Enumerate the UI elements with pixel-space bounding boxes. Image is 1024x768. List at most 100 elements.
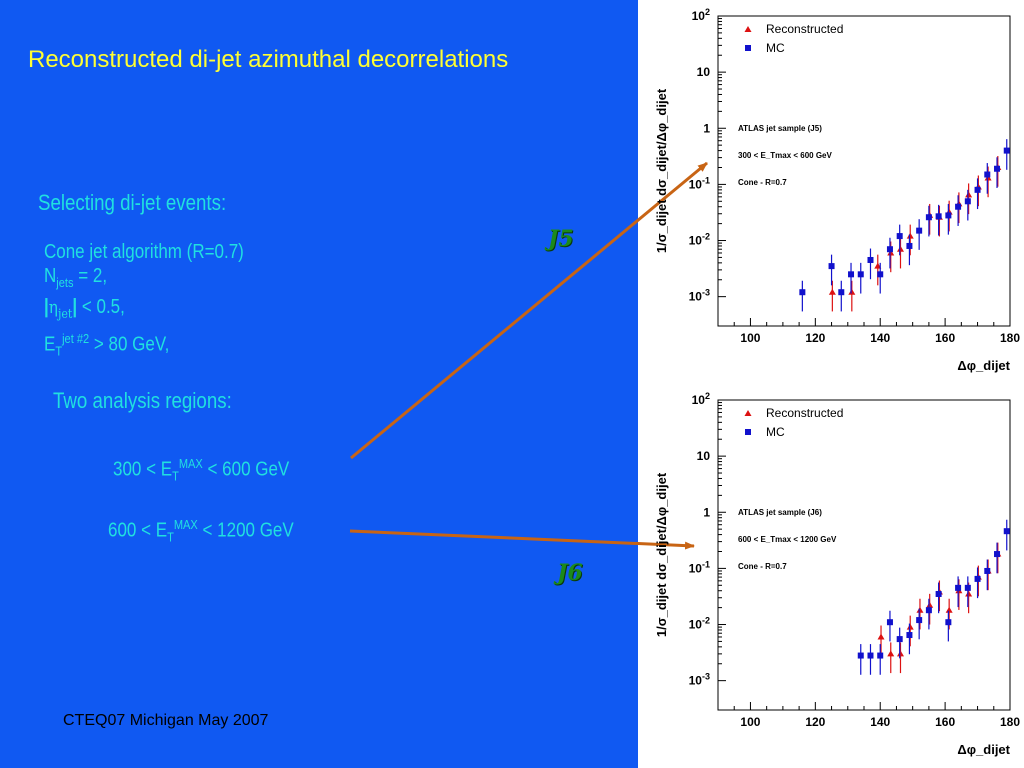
point-mc (1003, 528, 1010, 535)
y-tick-label: 1 (703, 121, 710, 135)
j5-label: J5 (548, 226, 574, 252)
eta-abs-close: | (72, 296, 78, 318)
point-reconstructed (848, 288, 856, 295)
point-mc (857, 271, 864, 278)
selection-criteria: Cone jet algorithm (R=0.7) Njets = 2, |η… (44, 240, 244, 364)
x-tick-label: 160 (935, 331, 955, 345)
point-mc (867, 652, 874, 659)
point-mc (935, 590, 942, 597)
point-mc (964, 584, 971, 591)
point-mc (925, 607, 932, 614)
point-mc (984, 567, 991, 574)
point-mc (1003, 147, 1010, 154)
point-mc (906, 632, 913, 639)
legend-marker-reconstructed (744, 26, 752, 32)
point-mc (896, 233, 903, 240)
legend-label-mc: MC (766, 425, 785, 439)
y-tick-label: 10-3 (689, 288, 710, 304)
point-mc (886, 619, 893, 626)
plot-frame (717, 15, 1011, 327)
x-tick-label: 180 (1000, 715, 1020, 729)
point-mc (964, 198, 971, 205)
point-mc (877, 652, 884, 659)
point-mc (838, 289, 845, 296)
y-tick-label: 1 (703, 505, 710, 519)
x-tick-label: 140 (870, 331, 890, 345)
et-sub: T (55, 343, 63, 359)
annotation-0: ATLAS jet sample (J5) (738, 124, 822, 133)
point-reconstructed (906, 232, 914, 239)
j6-label: J6 (557, 560, 583, 586)
algo-line: Cone jet algorithm (R=0.7) (44, 241, 244, 263)
point-mc (974, 186, 981, 193)
point-reconstructed (916, 606, 924, 613)
legend-label-mc: MC (766, 41, 785, 55)
x-tick-label: 120 (805, 331, 825, 345)
x-tick-label: 180 (1000, 331, 1020, 345)
x-axis-title: Δφ_dijet (957, 358, 1010, 373)
point-mc (848, 271, 855, 278)
point-reconstructed (874, 262, 882, 269)
point-reconstructed (887, 249, 895, 256)
y-tick-label: 10-1 (689, 175, 710, 191)
point-mc (955, 584, 962, 591)
x-tick-label: 100 (740, 331, 760, 345)
njets-n: N (44, 265, 57, 287)
eta-abs-open: | (44, 296, 49, 318)
point-mc (867, 256, 874, 263)
point-mc (857, 652, 864, 659)
point-mc (955, 203, 962, 210)
point-reconstructed (896, 245, 904, 252)
legend-marker-mc (745, 429, 751, 435)
point-mc (906, 242, 913, 249)
x-tick-label: 100 (740, 715, 760, 729)
x-axis-title: Δφ_dijet (957, 742, 1010, 757)
region-j6-pre: 600 < E (108, 519, 168, 542)
et-value: > 80 GeV, (89, 333, 170, 356)
y-tick-label: 10-1 (689, 559, 710, 575)
region-j6-sup: MAX (173, 517, 198, 532)
y-tick-label: 10-2 (689, 616, 710, 632)
point-reconstructed (965, 191, 973, 198)
x-tick-label: 120 (805, 715, 825, 729)
point-mc (916, 617, 923, 624)
annotation-0: ATLAS jet sample (J6) (738, 508, 822, 517)
legend-marker-mc (745, 45, 751, 51)
slide-panel (0, 0, 638, 768)
point-reconstructed (896, 650, 904, 657)
annotation-1: 600 < E_Tmax < 1200 GeV (738, 535, 837, 544)
selecting-heading: Selecting di-jet events: (38, 190, 227, 215)
et-e: E (44, 333, 56, 356)
legend-label-reconstructed: Reconstructed (766, 406, 843, 420)
point-mc (877, 271, 884, 278)
point-mc (994, 165, 1001, 172)
point-reconstructed (945, 606, 953, 613)
eta-value: < 0.5, (77, 296, 125, 318)
et-sup: jet #2 (62, 331, 90, 346)
y-axis-title: 1/σ_dijet dσ_dijet/Δφ_dijet (654, 88, 669, 253)
plot-frame (717, 399, 1011, 711)
njets-sub: jets (56, 275, 74, 290)
y-tick-label: 10 (697, 449, 711, 463)
annotation-2: Cone - R=0.7 (738, 178, 787, 187)
point-mc (828, 263, 835, 270)
point-reconstructed (906, 623, 914, 630)
y-tick-label: 10 (697, 65, 711, 79)
legend-label-reconstructed: Reconstructed (766, 22, 843, 36)
y-tick-label: 10-3 (689, 672, 710, 688)
point-mc (916, 227, 923, 234)
footer-text: CTEQ07 Michigan May 2007 (63, 712, 269, 729)
njets-value: = 2, (73, 265, 108, 287)
y-tick-label: 102 (692, 391, 710, 407)
arrow-j5 (350, 161, 708, 460)
point-mc (896, 636, 903, 643)
point-reconstructed (828, 288, 836, 295)
point-reconstructed (965, 590, 973, 597)
point-reconstructed (877, 633, 885, 640)
point-mc (945, 212, 952, 219)
x-tick-label: 140 (870, 715, 890, 729)
point-mc (925, 214, 932, 221)
point-reconstructed (926, 601, 934, 608)
y-tick-label: 10-2 (689, 232, 710, 248)
